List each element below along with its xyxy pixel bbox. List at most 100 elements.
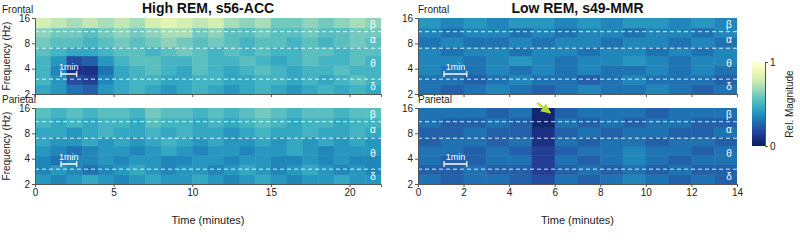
x-tick: 15 (266, 184, 278, 198)
band-label: δ (370, 81, 376, 92)
band-label: α (726, 124, 732, 135)
heatmap-cell (287, 37, 303, 47)
heatmap-cell (177, 65, 193, 75)
heatmap-cell (555, 127, 578, 137)
heatmap-cell (177, 84, 193, 94)
heatmap-cell (350, 118, 366, 128)
heatmap-cell (669, 118, 692, 128)
heatmap-cell (114, 65, 130, 75)
y-tick: 4 (24, 63, 35, 74)
heatmap-cell (145, 84, 161, 94)
y-tick: 16 (402, 13, 418, 24)
band-lines (418, 32, 737, 79)
y-tick-label: 4 (24, 153, 30, 164)
heatmap-cell (669, 65, 692, 75)
heatmap-cell (192, 118, 208, 128)
heatmap-cell (669, 37, 692, 47)
heatmap-cell (98, 18, 114, 28)
heatmap-cell (98, 28, 114, 38)
heatmap-cell (600, 65, 623, 75)
x-tick: 0 (33, 184, 39, 198)
heatmap-cell (555, 28, 578, 38)
heatmap-cell (464, 174, 487, 184)
heatmap-cell (129, 127, 145, 137)
colorbar-tick-label: 0 (770, 141, 776, 152)
heatmap-cell (271, 75, 287, 85)
heatmap-cell (691, 165, 714, 175)
heatmap-cell (350, 75, 366, 85)
x-tick-mark (464, 94, 465, 97)
heatmap-cell (509, 108, 532, 118)
heatmap-cell (418, 146, 441, 156)
heatmap-cell (255, 37, 271, 47)
heatmap-cell (271, 56, 287, 66)
heatmap-cell (161, 108, 177, 118)
y-tick: 2 (407, 179, 418, 190)
heatmap-cell (691, 75, 714, 85)
y-axis-line (415, 109, 419, 185)
heatmap-cell (334, 174, 350, 184)
heatmap-cell (555, 56, 578, 66)
heatmap-cell (239, 28, 255, 38)
panel: δθαβ1min24816High REM, s56-ACCFrontalFre… (1, 0, 382, 100)
heatmap-cell (224, 174, 240, 184)
heatmap-cell (177, 127, 193, 137)
heatmap-cell (161, 65, 177, 75)
heatmap-cell (35, 28, 51, 38)
heatmap-cell (35, 127, 51, 137)
x-axis (36, 94, 382, 97)
heatmap-cell (418, 56, 441, 66)
heatmap-cell (98, 165, 114, 175)
heatmap-cell (578, 37, 601, 47)
heatmap-cell (600, 165, 623, 175)
scale-bar-cap (466, 161, 467, 167)
heatmap-cell (82, 37, 98, 47)
heatmap-cell (646, 155, 669, 165)
heatmap-cell (334, 56, 350, 66)
heatmap-cell (161, 165, 177, 175)
heatmap-cell (623, 174, 646, 184)
heatmap-cell (255, 18, 271, 28)
heatmap-cell (208, 127, 224, 137)
heatmap-cell (192, 28, 208, 38)
heatmap-cell (464, 37, 487, 47)
heatmap-cell (145, 65, 161, 75)
x-tick-mark (509, 94, 510, 97)
heatmap-cell (578, 75, 601, 85)
heatmap-cell (98, 75, 114, 85)
heatmap-cell (669, 75, 692, 85)
heatmap-cell (66, 108, 82, 118)
x-tick-label: 10 (641, 187, 653, 198)
panel: δθαβ1min24816Low REM, s49-MMRFrontal (402, 0, 738, 100)
heatmap-cell (35, 108, 51, 118)
heatmap-cell (600, 56, 623, 66)
heatmap-cell (145, 165, 161, 175)
x-tick: 10 (641, 184, 653, 198)
panel-label: Parietal (418, 94, 452, 105)
band-line (418, 31, 737, 32)
heatmap-cell (239, 56, 255, 66)
heatmap-cell (318, 56, 334, 66)
y-tick-mark (415, 43, 418, 44)
heatmap-cell (509, 37, 532, 47)
heatmap-cell (208, 18, 224, 28)
heatmap-cell (509, 146, 532, 156)
heatmap-cell (239, 118, 255, 128)
heatmap-cell (98, 146, 114, 156)
heatmap-cell (555, 118, 578, 128)
heatmap-cell (623, 37, 646, 47)
y-axis-title: Frequency (Hz) (1, 112, 12, 181)
heatmap-cell (161, 56, 177, 66)
scale-bar: 1min (444, 152, 467, 167)
heatmap-cell (192, 65, 208, 75)
heatmap-cell (177, 174, 193, 184)
x-tick: 5 (111, 184, 117, 198)
y-tick-label: 16 (402, 103, 414, 114)
scale-bar-line (444, 163, 467, 165)
heatmap-cell (145, 56, 161, 66)
heatmap-cell (239, 37, 255, 47)
heatmap-cell (578, 108, 601, 118)
heatmap-cell (82, 56, 98, 66)
x-tick: 20 (344, 184, 356, 198)
heatmap-cell (98, 174, 114, 184)
